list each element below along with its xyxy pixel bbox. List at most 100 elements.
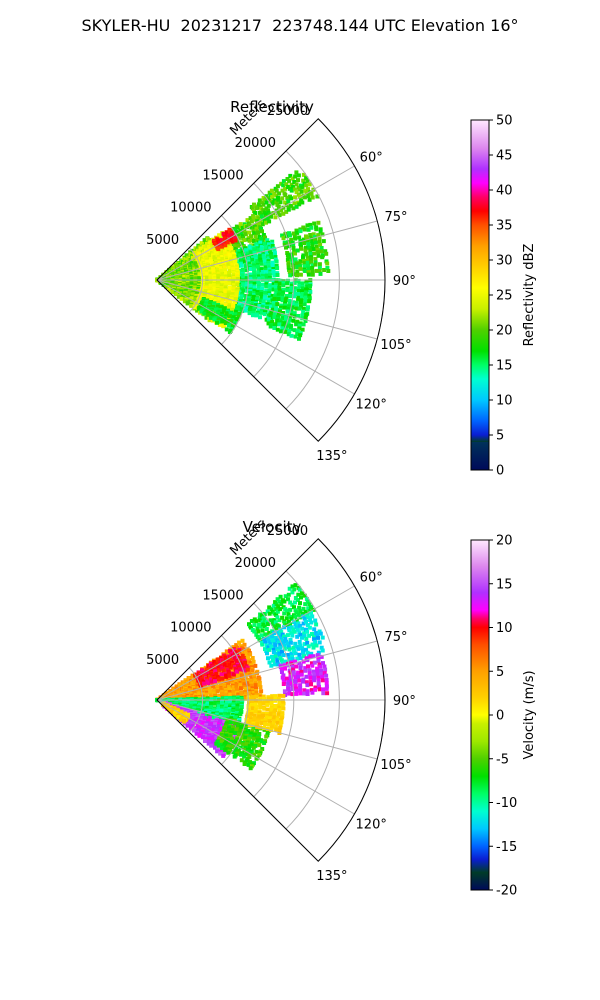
echo-cell — [273, 323, 277, 328]
echo-cell — [243, 232, 248, 237]
echo-cell — [264, 220, 268, 225]
echo-cell — [297, 661, 302, 666]
echo-cell — [286, 653, 291, 657]
echo-cell — [249, 225, 254, 230]
echo-cell — [312, 251, 317, 256]
echo-cell — [304, 680, 309, 685]
echo-cell — [287, 304, 291, 309]
echo-cell — [254, 709, 258, 714]
echo-cell — [269, 304, 274, 309]
echo-cell — [309, 682, 313, 687]
colorbar-label: Reflectivity dBZ — [522, 244, 537, 347]
echo-cell — [294, 261, 299, 266]
echo-cell — [260, 747, 265, 751]
echo-cell — [262, 241, 267, 246]
echo-cell — [277, 290, 282, 295]
echo-cell — [213, 307, 218, 312]
echo-cell — [302, 302, 307, 307]
echo-cell — [253, 279, 257, 284]
echo-cell — [230, 239, 235, 244]
echo-cell — [228, 697, 233, 702]
echo-cell — [272, 312, 277, 317]
azimuth-spoke — [156, 220, 378, 281]
echo-cell — [280, 649, 284, 654]
echo-cell — [269, 188, 274, 193]
echo-cell — [273, 255, 278, 259]
echo-cell — [261, 251, 266, 256]
echo-cell — [246, 256, 251, 261]
echo-cell — [264, 200, 269, 205]
echo-cell — [244, 281, 249, 286]
echo-cell — [273, 652, 278, 656]
echo-cell — [235, 703, 240, 708]
echo-cell — [276, 204, 281, 209]
echo-cell — [295, 273, 299, 278]
echo-cell — [317, 262, 322, 267]
echo-cell — [182, 278, 187, 283]
echo-cell — [266, 256, 271, 261]
echo-cell — [227, 734, 232, 739]
echo-cell — [278, 594, 283, 599]
echo-cell — [266, 260, 271, 265]
echo-cell — [256, 223, 261, 228]
echo-cell — [271, 639, 276, 644]
echo-cell — [270, 244, 275, 248]
echo-cell — [254, 619, 259, 624]
echo-cell — [266, 656, 270, 661]
echo-cell — [257, 752, 262, 757]
echo-cell — [304, 313, 309, 317]
echo-cell — [249, 680, 254, 684]
echo-cell — [306, 664, 310, 669]
echo-cell — [271, 282, 276, 287]
echo-cell — [255, 237, 260, 242]
echo-cell — [212, 317, 217, 322]
echo-cell — [271, 269, 276, 273]
echo-cell — [286, 682, 291, 687]
echo-cell — [286, 321, 291, 326]
echo-cell — [307, 671, 312, 676]
echo-cell — [305, 650, 310, 655]
echo-cell — [292, 605, 296, 610]
echo-cell — [244, 306, 249, 311]
echo-cell — [294, 306, 299, 311]
echo-cell — [306, 194, 311, 199]
echo-cell — [235, 282, 240, 287]
echo-cell — [300, 327, 305, 332]
echo-cell — [289, 182, 294, 187]
echo-cell — [316, 250, 321, 255]
echo-cell — [298, 688, 302, 693]
echo-cell — [227, 662, 232, 667]
echo-cell — [268, 716, 272, 721]
echo-cell — [239, 724, 244, 729]
echo-cell — [246, 682, 250, 687]
echo-cell — [301, 606, 306, 611]
echo-cell — [272, 624, 277, 629]
sector-outline — [156, 118, 386, 442]
echo-cell — [285, 195, 290, 200]
echo-cell — [268, 324, 273, 329]
echo-cell — [298, 601, 302, 606]
echo-cell — [249, 712, 254, 716]
echo-region-6 — [211, 227, 238, 252]
echo-cell — [257, 281, 261, 286]
echo-cell — [310, 614, 315, 619]
echo-cell — [233, 731, 238, 735]
echo-cell — [219, 269, 224, 274]
echo-cell — [238, 222, 243, 227]
echo-cell — [251, 308, 256, 313]
echo-cell — [306, 187, 310, 192]
echo-cell — [281, 288, 286, 292]
echo-cell — [170, 290, 175, 294]
echo-cell — [301, 172, 306, 177]
echo-cell — [266, 263, 271, 267]
echo-cell — [262, 612, 267, 616]
echo-cell — [241, 665, 246, 670]
echo-cell — [245, 667, 250, 672]
echo-cell — [213, 745, 217, 750]
echo-cell — [267, 219, 272, 224]
echo-cell — [230, 745, 235, 749]
echo-cell — [266, 299, 271, 304]
echo-cell — [284, 182, 289, 187]
echo-cell — [267, 284, 272, 289]
echo-cell — [292, 288, 297, 293]
